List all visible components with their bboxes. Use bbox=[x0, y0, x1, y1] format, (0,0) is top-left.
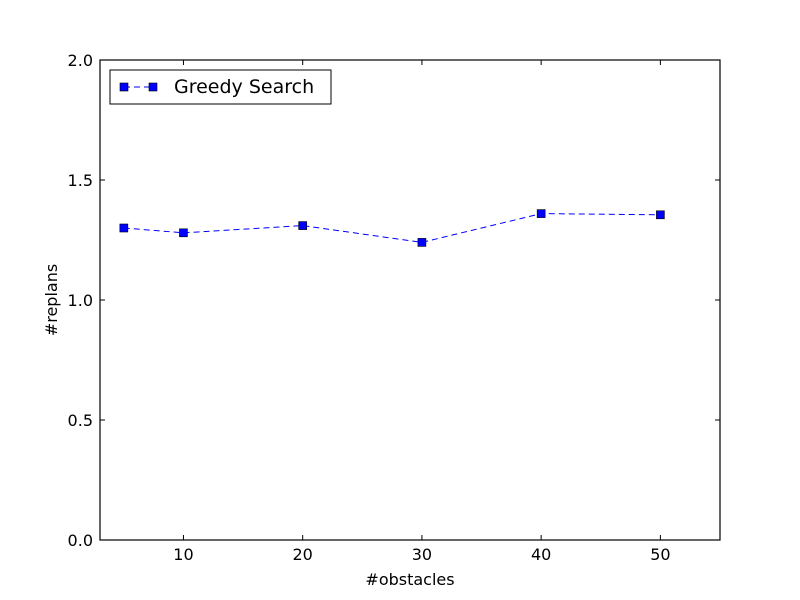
x-tick-label: 40 bbox=[531, 545, 551, 564]
x-tick-label: 10 bbox=[173, 545, 193, 564]
x-tick-label: 20 bbox=[293, 545, 313, 564]
axis-ticks: 10 20 30 40 50 0.0 0.5 1.0 1.5 2.0 bbox=[68, 51, 720, 564]
data-point-marker bbox=[298, 221, 307, 230]
data-point-marker bbox=[417, 238, 427, 247]
y-tick-label: 1.5 bbox=[68, 171, 93, 190]
data-point-marker bbox=[656, 210, 665, 220]
legend-label: Greedy Search bbox=[174, 76, 314, 98]
y-axis-label: #replans bbox=[42, 264, 61, 336]
legend: Greedy Search bbox=[109, 69, 332, 105]
y-tick-label: 0.5 bbox=[68, 411, 93, 430]
series-layer bbox=[119, 209, 665, 247]
plot-area bbox=[99, 59, 721, 541]
legend-marker-right bbox=[148, 82, 158, 92]
data-point-marker bbox=[179, 228, 188, 238]
y-tick-label: 2.0 bbox=[68, 51, 93, 70]
data-point-marker bbox=[119, 223, 129, 233]
legend-marker-left bbox=[119, 82, 129, 92]
y-tick-label: 0.0 bbox=[68, 531, 93, 550]
x-tick-label: 50 bbox=[650, 545, 670, 564]
y-tick-label: 1.0 bbox=[68, 291, 93, 310]
series-line bbox=[123, 213, 661, 243]
x-axis-label: #obstacles bbox=[365, 570, 454, 589]
data-point-marker bbox=[536, 209, 546, 218]
x-tick-label: 30 bbox=[412, 545, 432, 564]
